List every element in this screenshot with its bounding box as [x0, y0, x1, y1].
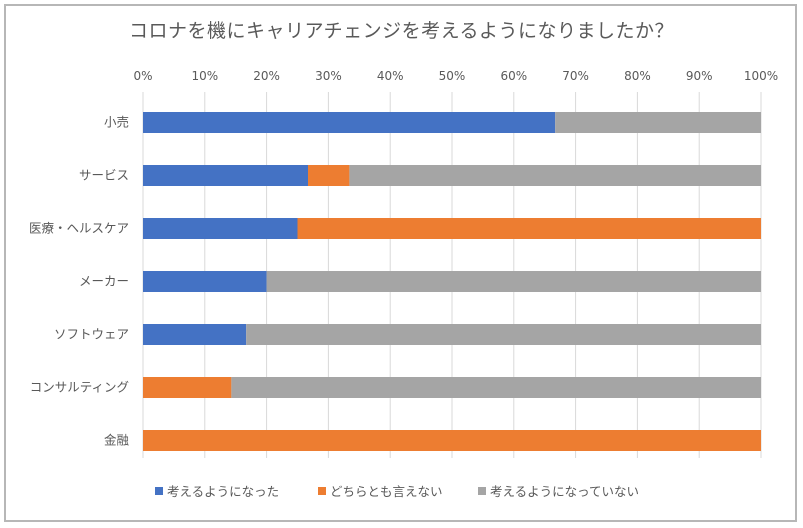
bar-segment: [555, 112, 761, 133]
chart-title: コロナを機にキャリアチェンジを考えるようになりましたか？: [128, 20, 675, 42]
category-label: サービス: [79, 168, 129, 183]
legend-label: 考えるようになった: [167, 484, 279, 499]
x-tick-label: 60%: [500, 69, 527, 83]
bar-segment: [246, 324, 761, 345]
x-tick-label: 90%: [686, 69, 713, 83]
legend-swatch: [478, 487, 486, 495]
bar-segment: [143, 324, 247, 345]
bar-segment: [143, 271, 267, 292]
category-label: 小売: [104, 115, 129, 130]
bar-segment: [143, 218, 298, 239]
x-tick-label: 70%: [562, 69, 589, 83]
x-tick-label: 100%: [744, 69, 778, 83]
category-label: コンサルティング: [30, 380, 129, 395]
x-tick-label: 30%: [315, 69, 342, 83]
legend-swatch: [318, 487, 326, 495]
bar-segment: [349, 165, 761, 186]
category-label: 医療・ヘルスケア: [29, 221, 129, 236]
x-tick-label: 20%: [253, 69, 280, 83]
x-tick-label: 0%: [133, 69, 152, 83]
x-tick-label: 40%: [377, 69, 404, 83]
category-label: ソフトウェア: [54, 327, 129, 342]
x-tick-label: 80%: [624, 69, 651, 83]
category-label: 金融: [104, 433, 130, 448]
bar-segment: [143, 430, 761, 451]
bar-segment: [143, 112, 556, 133]
bar-segment: [308, 165, 350, 186]
legend-label: 考えるようになっていない: [490, 484, 639, 499]
bar-segment: [143, 165, 309, 186]
bar-segment: [266, 271, 761, 292]
bar-segment: [143, 377, 232, 398]
x-tick-label: 50%: [439, 69, 466, 83]
bar-segment: [231, 377, 761, 398]
x-tick-label: 10%: [191, 69, 218, 83]
category-label: メーカー: [79, 274, 129, 289]
legend-swatch: [155, 487, 163, 495]
legend-label: どちらとも言えない: [330, 484, 443, 499]
bar-segment: [297, 218, 761, 239]
